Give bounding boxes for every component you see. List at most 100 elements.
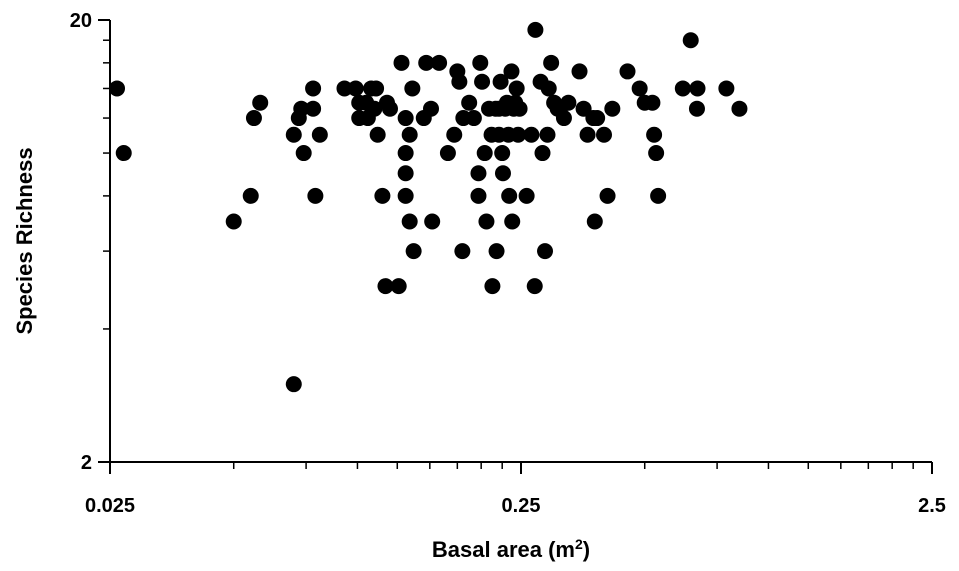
y-tick-label: 20 xyxy=(70,10,92,32)
data-point xyxy=(474,73,491,90)
data-point xyxy=(644,94,661,111)
data-point xyxy=(451,73,468,90)
x-tick-label: 0.025 xyxy=(85,495,135,517)
data-point xyxy=(646,126,663,143)
data-point xyxy=(534,145,551,162)
axis-ticks: 0.025 0.25 2.5 2 20 xyxy=(70,10,946,517)
data-point xyxy=(518,187,535,204)
data-point xyxy=(503,63,520,80)
data-point xyxy=(688,100,705,117)
data-point xyxy=(347,80,364,97)
data-point xyxy=(381,100,398,117)
x-axis-title-superscript: 2 xyxy=(575,536,583,552)
data-point xyxy=(527,21,544,38)
data-point xyxy=(586,213,603,230)
data-point xyxy=(478,213,495,230)
data-point xyxy=(285,126,302,143)
y-tick-label: 2 xyxy=(81,452,92,474)
data-point xyxy=(511,100,528,117)
data-point xyxy=(589,110,606,127)
data-point xyxy=(492,73,509,90)
data-point xyxy=(245,110,262,127)
data-point xyxy=(431,54,448,71)
data-point xyxy=(401,213,418,230)
data-point xyxy=(543,54,560,71)
data-point xyxy=(604,100,621,117)
data-point xyxy=(311,126,328,143)
data-point xyxy=(731,100,748,117)
data-point xyxy=(540,80,557,97)
data-point xyxy=(336,80,353,97)
data-point xyxy=(555,110,572,127)
data-point xyxy=(718,80,735,97)
data-point xyxy=(305,80,322,97)
data-point xyxy=(537,243,554,260)
x-axis-title: Basal area (m2) xyxy=(432,536,590,562)
data-point xyxy=(401,126,418,143)
data-point xyxy=(571,63,588,80)
data-point xyxy=(465,110,482,127)
data-point xyxy=(599,187,616,204)
x-tick-label: 2.5 xyxy=(918,495,946,517)
data-point xyxy=(631,80,648,97)
data-point xyxy=(225,213,242,230)
data-point xyxy=(472,54,489,71)
data-point xyxy=(397,110,414,127)
data-point xyxy=(285,376,302,393)
data-point xyxy=(470,187,487,204)
data-point xyxy=(295,145,312,162)
data-point xyxy=(369,126,386,143)
data-point xyxy=(109,80,126,97)
x-tick-label: 0.25 xyxy=(502,495,541,517)
data-point xyxy=(423,100,440,117)
data-point xyxy=(526,278,543,295)
data-point xyxy=(305,100,322,117)
data-point xyxy=(560,94,577,111)
data-point xyxy=(390,278,407,295)
data-point xyxy=(377,278,394,295)
data-point xyxy=(579,126,596,143)
data-point xyxy=(397,187,414,204)
data-point xyxy=(674,80,691,97)
data-point xyxy=(648,145,665,162)
data-point xyxy=(619,63,636,80)
data-point xyxy=(439,145,456,162)
data-point xyxy=(682,32,699,49)
data-point xyxy=(307,187,324,204)
data-point xyxy=(494,165,511,182)
data-point xyxy=(494,145,511,162)
data-point xyxy=(404,80,421,97)
data-point xyxy=(595,126,612,143)
data-point xyxy=(510,126,527,143)
y-axis-title: Species Richness xyxy=(12,147,37,334)
data-point xyxy=(539,126,556,143)
data-point xyxy=(366,100,383,117)
data-point xyxy=(242,187,259,204)
data-point xyxy=(424,213,441,230)
data-point xyxy=(488,243,505,260)
data-point xyxy=(393,54,410,71)
data-point xyxy=(689,80,706,97)
data-point xyxy=(397,165,414,182)
data-point xyxy=(484,278,501,295)
data-point xyxy=(650,187,667,204)
data-point xyxy=(252,94,269,111)
x-axis-title-main: Basal area (m xyxy=(432,537,575,562)
data-points xyxy=(109,21,748,393)
data-point xyxy=(446,126,463,143)
data-point xyxy=(523,126,540,143)
data-point xyxy=(470,165,487,182)
data-point xyxy=(461,94,478,111)
data-point xyxy=(454,243,471,260)
data-point xyxy=(508,80,525,97)
x-axis-title-suffix: ) xyxy=(583,537,590,562)
data-point xyxy=(368,80,385,97)
data-point xyxy=(418,54,435,71)
data-point xyxy=(397,145,414,162)
data-point xyxy=(374,187,391,204)
data-point xyxy=(115,145,132,162)
data-point xyxy=(504,213,521,230)
data-point xyxy=(293,100,310,117)
